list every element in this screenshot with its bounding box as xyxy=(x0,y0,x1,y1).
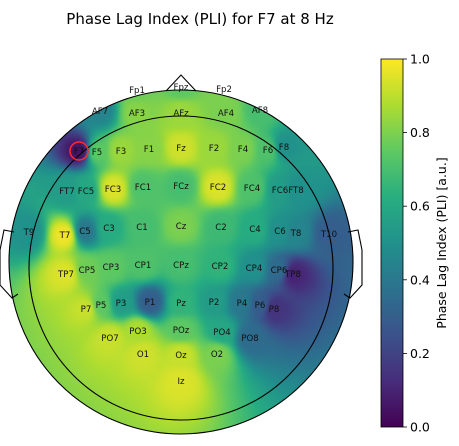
scalp-heatmap xyxy=(9,90,353,434)
electrode-label-c4: C4 xyxy=(249,225,260,235)
colorbar-tick-label: 0.8 xyxy=(410,125,430,140)
electrode-label-c2: C2 xyxy=(215,223,226,233)
colorbar-tick-label: 0.2 xyxy=(410,346,430,361)
electrode-label-p5: P5 xyxy=(96,301,107,311)
electrode-label-cp4: CP4 xyxy=(246,264,263,274)
electrode-label-fp2: Fp2 xyxy=(216,85,232,95)
electrode-label-tp7: TP7 xyxy=(57,270,74,280)
electrode-label-p6: P6 xyxy=(255,301,266,311)
scalp-heatmap-image xyxy=(9,90,353,434)
electrode-label-cp2: CP2 xyxy=(212,262,229,272)
electrode-label-p2: P2 xyxy=(209,298,220,308)
electrode-label-p7: P7 xyxy=(81,305,92,315)
colorbar-label: Phase Lag Index (PLI) [a.u.] xyxy=(434,157,449,328)
electrode-label-ft7: FT7 xyxy=(59,187,75,197)
electrode-label-po4: PO4 xyxy=(213,328,230,338)
electrode-label-af8: AF8 xyxy=(252,106,268,116)
electrode-label-t7: T7 xyxy=(59,231,71,241)
colorbar-ticks: 0.0 0.2 0.4 0.6 0.8 1.0 xyxy=(403,52,430,435)
electrode-label-f3: F3 xyxy=(116,147,126,157)
colorbar-tick-label: 0.4 xyxy=(410,272,430,287)
electrode-label-f6: F6 xyxy=(263,146,273,156)
colorbar-tick-label: 0.0 xyxy=(410,420,430,435)
electrode-label-t8: T8 xyxy=(290,229,302,239)
electrode-label-poz: POz xyxy=(173,326,190,336)
highlighted-electrode-marker xyxy=(69,141,89,161)
electrode-label-po8: PO8 xyxy=(241,334,258,344)
electrode-label-fc4: FC4 xyxy=(244,184,260,194)
electrode-label-fp1: Fp1 xyxy=(129,86,145,96)
electrode-label-oz: Oz xyxy=(175,351,187,361)
electrode-label-afz: AFz xyxy=(173,109,189,119)
head-circle xyxy=(8,89,354,435)
electrode-label-fc6: FC6 xyxy=(272,186,288,196)
colorbar-tick-label: 1.0 xyxy=(410,52,430,67)
electrode-label-f4: F4 xyxy=(238,145,248,155)
electrode-label-fc2: FC2 xyxy=(210,183,226,193)
electrode-label-fz: Fz xyxy=(176,144,186,154)
head-outline xyxy=(0,74,363,435)
colorbar-gradient xyxy=(380,58,404,428)
electrode-label-p3: P3 xyxy=(116,299,127,309)
inner-head-circle xyxy=(28,115,334,421)
nose xyxy=(165,74,197,92)
colorbar: 0.0 0.2 0.4 0.6 0.8 1.0 Phase Lag Index (PLI)… xyxy=(380,52,449,435)
electrode-label-f5: F5 xyxy=(92,148,102,158)
electrode-label-c3: C3 xyxy=(103,224,114,234)
electrode-label-fcz: FCz xyxy=(173,182,189,192)
electrode-label-tp8: TP8 xyxy=(284,270,301,280)
electrode-label-cp5: CP5 xyxy=(79,266,96,276)
electrode-label-f7: F7 xyxy=(74,147,84,157)
electrode-label-f1: F1 xyxy=(144,145,154,155)
electrode-label-af4: AF4 xyxy=(218,109,234,119)
electrode-label-c1: C1 xyxy=(136,223,147,233)
electrode-label-t10: T10 xyxy=(320,230,337,240)
electrode-label-fpz: Fpz xyxy=(174,83,189,93)
electrode-label-o1: O1 xyxy=(137,350,149,360)
electrode-label-f2: F2 xyxy=(209,144,219,154)
electrode-label-pz: Pz xyxy=(176,299,186,309)
electrode-label-p4: P4 xyxy=(237,299,248,309)
electrode-label-fc1: FC1 xyxy=(135,183,151,193)
electrode-label-af3: AF3 xyxy=(129,109,145,119)
electrode-label-af7: AF7 xyxy=(92,107,108,117)
electrode-label-ft8: FT8 xyxy=(288,186,304,196)
electrode-label-c5: C5 xyxy=(79,227,90,237)
chart-title: Phase Lag Index (PLI) for F7 at 8 Hz xyxy=(66,10,334,28)
electrode-label-o2: O2 xyxy=(211,350,223,360)
electrode-label-p8: P8 xyxy=(269,305,280,315)
electrode-label-t9: T9 xyxy=(23,228,35,238)
electrode-label-f8: F8 xyxy=(279,143,289,153)
electrode-label-po3: PO3 xyxy=(129,327,146,337)
electrode-labels: Fp1 Fpz Fp2 AF7 AF3 AFz AF4 AF8 F7 F5 F3 F1 Fz F2 F4 F6… xyxy=(23,83,337,387)
electrode-label-fc5: FC5 xyxy=(78,187,94,197)
electrode-label-c6: C6 xyxy=(274,227,285,237)
electrode-label-fc3: FC3 xyxy=(105,185,121,195)
electrode-label-po7: PO7 xyxy=(101,334,118,344)
electrode-label-cp3: CP3 xyxy=(103,263,120,273)
electrode-label-iz: Iz xyxy=(177,377,185,387)
colorbar-tick-label: 0.6 xyxy=(410,199,430,214)
electrode-label-cpz: CPz xyxy=(173,261,189,271)
electrode-label-p1: P1 xyxy=(145,298,156,308)
electrode-label-cp1: CP1 xyxy=(135,261,152,271)
electrode-label-cz: Cz xyxy=(176,222,187,232)
electrode-label-cp6: CP6 xyxy=(271,266,288,276)
